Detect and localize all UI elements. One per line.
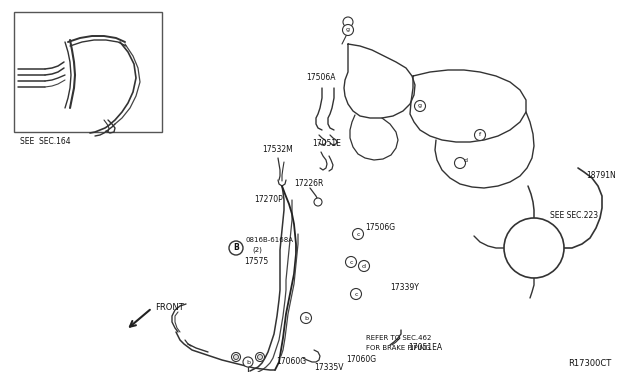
- Text: 17335V: 17335V: [314, 363, 344, 372]
- Text: R17300CT: R17300CT: [568, 359, 611, 369]
- Text: 17506G: 17506G: [365, 224, 395, 232]
- Circle shape: [342, 25, 353, 35]
- Text: g: g: [418, 103, 422, 109]
- Text: 18791N: 18791N: [586, 170, 616, 180]
- Text: (2): (2): [252, 247, 262, 253]
- Circle shape: [255, 353, 264, 362]
- Circle shape: [474, 129, 486, 141]
- Circle shape: [346, 257, 356, 267]
- Text: f: f: [479, 132, 481, 138]
- Text: 17506A: 17506A: [306, 74, 335, 83]
- Circle shape: [351, 289, 362, 299]
- Circle shape: [243, 357, 253, 367]
- Text: 17060G: 17060G: [276, 357, 306, 366]
- Text: 17051EA: 17051EA: [408, 343, 442, 353]
- Text: 0816B-6168A: 0816B-6168A: [245, 237, 293, 243]
- Text: 17270P: 17270P: [254, 196, 283, 205]
- Text: d: d: [464, 157, 468, 163]
- Text: 17575: 17575: [244, 257, 268, 266]
- Text: SEE  SEC.164: SEE SEC.164: [20, 138, 70, 147]
- Text: b: b: [304, 315, 308, 321]
- Circle shape: [301, 312, 312, 324]
- Circle shape: [454, 157, 465, 169]
- Circle shape: [232, 353, 241, 362]
- Text: 17051E: 17051E: [312, 140, 341, 148]
- Text: c: c: [356, 231, 360, 237]
- Text: d: d: [362, 263, 366, 269]
- Text: g: g: [346, 28, 350, 32]
- Circle shape: [358, 260, 369, 272]
- Text: FOR BRAKE PIPING: FOR BRAKE PIPING: [366, 345, 430, 351]
- Text: 17060G: 17060G: [346, 356, 376, 365]
- Text: b: b: [246, 359, 250, 365]
- Text: B: B: [233, 244, 239, 253]
- Text: c: c: [349, 260, 353, 264]
- Circle shape: [415, 100, 426, 112]
- Circle shape: [229, 241, 243, 255]
- Text: 17532M: 17532M: [262, 145, 292, 154]
- Text: 17226R: 17226R: [294, 180, 323, 189]
- Circle shape: [504, 218, 564, 278]
- Text: SEE SEC.223: SEE SEC.223: [550, 212, 598, 221]
- Circle shape: [314, 198, 322, 206]
- Circle shape: [343, 17, 353, 27]
- Text: REFER TO SEC.462: REFER TO SEC.462: [366, 335, 431, 341]
- Circle shape: [257, 355, 262, 359]
- Text: 17339Y: 17339Y: [390, 283, 419, 292]
- Bar: [14, 12, 162, 132]
- Text: c: c: [355, 292, 358, 296]
- Text: FRONT: FRONT: [155, 304, 184, 312]
- Circle shape: [353, 228, 364, 240]
- Circle shape: [234, 355, 239, 359]
